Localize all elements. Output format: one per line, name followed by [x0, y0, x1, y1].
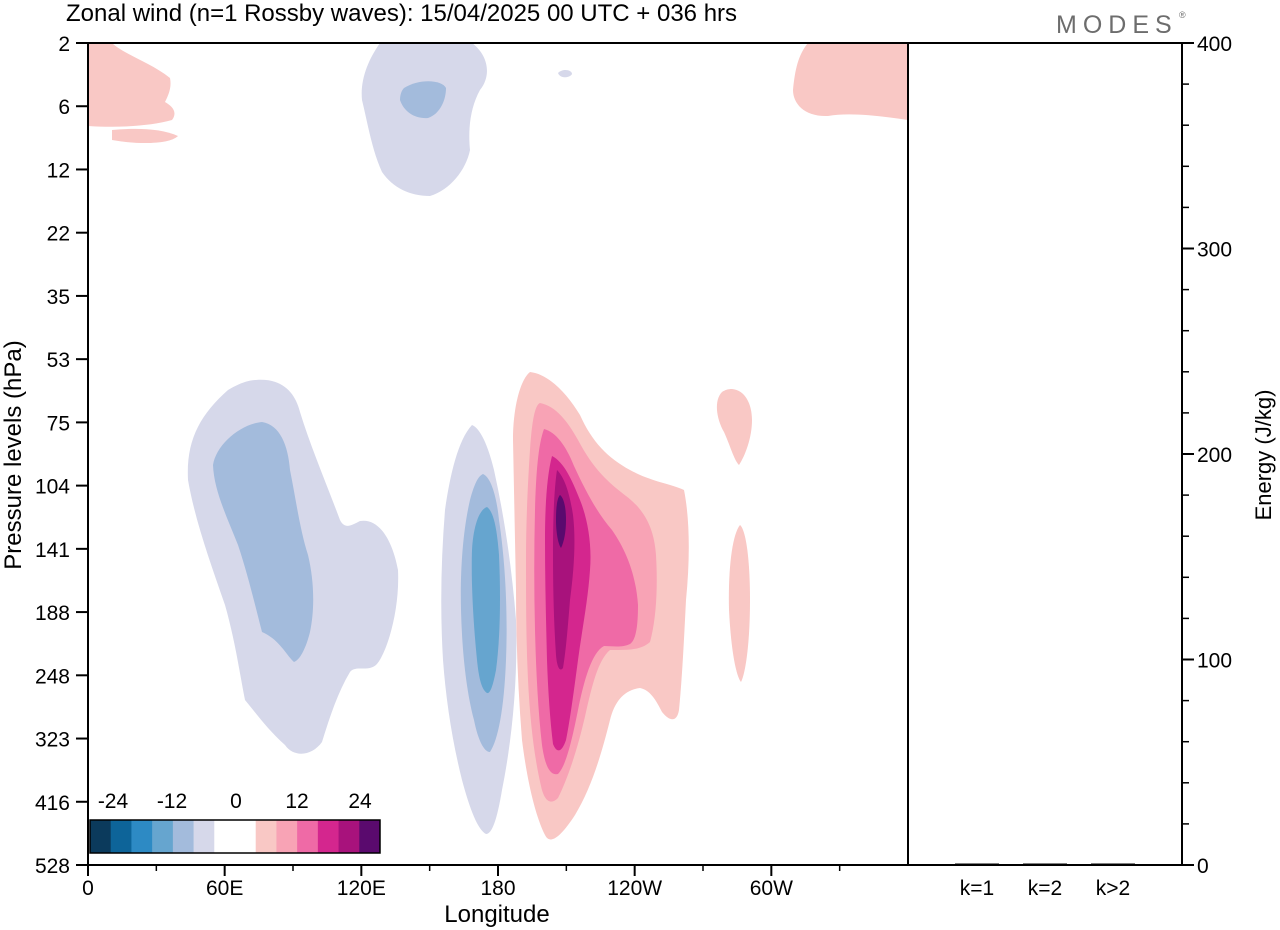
colorbar-swatch: [255, 820, 277, 853]
pressure-tick-label: 35: [47, 286, 70, 309]
pressure-axis: 2 6 12 22 35 53 75 104 141 188 248 323 416 528: [35, 33, 88, 878]
energy-tick-label: 300: [1197, 239, 1232, 262]
energy-category-label: k=1: [960, 877, 994, 900]
colorbar-swatch: [359, 820, 381, 853]
energy-tick-label: 100: [1197, 650, 1232, 673]
colorbar-swatch: [193, 820, 215, 853]
longitude-tick-label: 120E: [337, 877, 386, 900]
colorbar-label: -24: [98, 790, 129, 813]
colorbar-swatch: [297, 820, 319, 853]
pressure-tick-label: 104: [35, 476, 70, 499]
colorbar-swatch: [276, 820, 298, 853]
colorbar-swatch: [317, 820, 340, 853]
pressure-tick-label: 75: [47, 412, 70, 435]
energy-bars: k=1 k=2 k>2: [955, 863, 1135, 900]
brand-registered-mark: ®: [1179, 10, 1186, 20]
pressure-tick-label: 248: [35, 665, 70, 688]
colorbar-swatch: [110, 820, 132, 853]
y-axis-title: Pressure levels (hPa): [0, 340, 27, 569]
energy-axis: 0 100 200 300 400: [1182, 33, 1232, 878]
pressure-tick-label: 2: [58, 33, 70, 56]
colorbar-swatch: [214, 820, 236, 853]
contour-region-pos0: [728, 525, 750, 682]
brand-logo: MODES: [1056, 11, 1178, 39]
longitude-tick-label: 180: [480, 877, 515, 900]
colorbar-swatch: [235, 820, 257, 853]
pressure-tick-label: 22: [47, 223, 70, 246]
longitude-tick-label: 60W: [750, 877, 793, 900]
plot-frame: [87, 42, 1183, 866]
contour-region-pos0: [793, 43, 908, 120]
colorbar-legend: -24 -12 0 12 24: [88, 785, 384, 855]
contour-region-pos5: [556, 495, 566, 548]
colorbar-label: 24: [348, 790, 372, 813]
energy-axis-title: Energy (J/kg): [1251, 390, 1276, 521]
longitude-tick-label: 60E: [206, 877, 243, 900]
colorbar-swatch: [131, 820, 153, 853]
energy-tick-label: 0: [1197, 855, 1209, 878]
colorbar-swatch: [338, 820, 360, 853]
colorbar-swatch: [172, 820, 195, 853]
colorbar-label: -12: [157, 790, 187, 813]
contour-region-pos0: [716, 389, 752, 465]
longitude-tick-label: 120W: [607, 877, 662, 900]
pressure-tick-label: 323: [35, 729, 70, 752]
pressure-tick-label: 416: [35, 792, 70, 815]
energy-tick-label: 200: [1197, 444, 1232, 467]
longitude-tick-label: 0: [82, 877, 94, 900]
colorbar-label: 0: [230, 790, 242, 813]
colorbar-swatch: [90, 820, 112, 853]
colorbar-border: [89, 819, 381, 854]
pressure-tick-label: 528: [35, 855, 70, 878]
contour-plot: [88, 43, 908, 865]
pressure-tick-label: 188: [35, 602, 70, 625]
pressure-tick-label: 6: [58, 96, 70, 119]
chart-title: Zonal wind (n=1 Rossby waves): 15/04/202…: [66, 0, 737, 27]
energy-category-label: k>2: [1096, 877, 1130, 900]
contour-region-neg2: [471, 507, 500, 694]
contour-region-neg0: [361, 43, 487, 196]
colorbar-swatch: [152, 820, 174, 853]
contour-region-neg1: [213, 422, 314, 662]
energy-category-label: k=2: [1028, 877, 1062, 900]
x-axis-title: Longitude: [444, 901, 549, 928]
contour-region-pos0: [112, 128, 178, 144]
pressure-tick-label: 12: [47, 159, 70, 182]
contour-fills: [88, 43, 908, 840]
contour-region-neg1: [400, 81, 446, 119]
energy-tick-label: 400: [1197, 33, 1232, 56]
contour-region-neg0: [558, 70, 572, 78]
pressure-tick-label: 53: [47, 349, 70, 372]
colorbar-label: 12: [285, 790, 308, 813]
pressure-tick-label: 141: [35, 539, 70, 562]
contour-region-pos0: [88, 43, 175, 127]
longitude-axis: 0 60E 120E 180 120W 60W: [82, 865, 841, 900]
